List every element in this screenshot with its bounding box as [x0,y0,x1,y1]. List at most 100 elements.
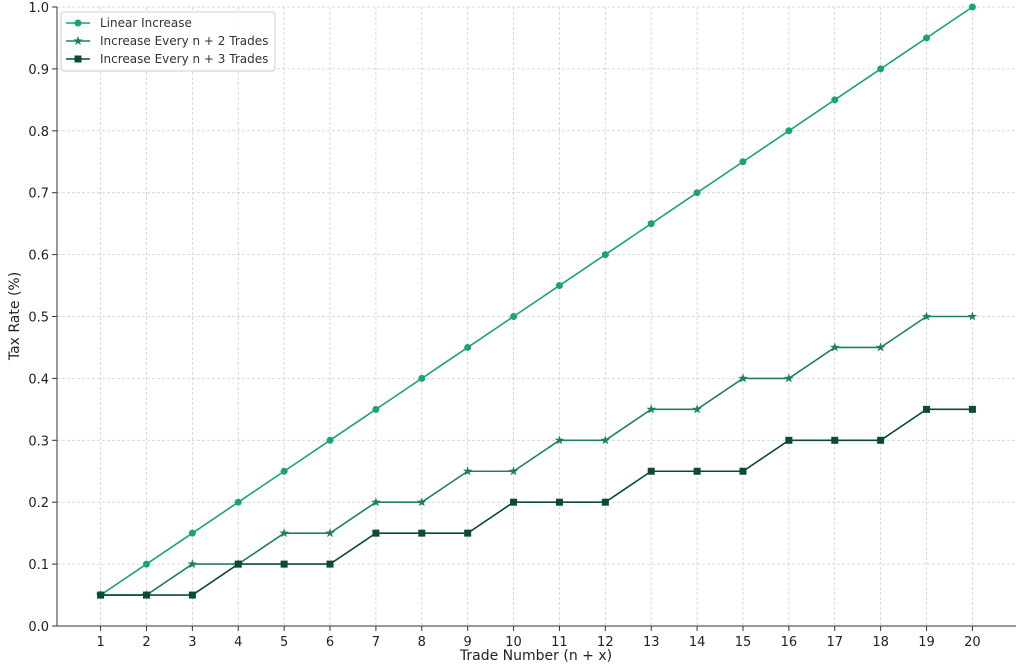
data-point [692,404,702,414]
data-point [693,189,701,197]
y-tick-label: 0.4 [28,372,49,387]
x-tick-label: 15 [735,635,752,650]
data-point [785,436,793,444]
data-point [555,282,563,290]
x-tick-label: 4 [234,635,242,650]
data-point [280,560,288,568]
data-point [647,220,655,228]
legend-label: Increase Every n + 3 Trades [100,52,268,66]
data-point [831,96,839,104]
legend-box [60,11,276,72]
x-tick-label: 1 [96,635,104,650]
data-point [510,313,518,320]
legend: Linear Increase Increase Every n + 2 Trad… [60,11,276,72]
data-point [464,529,472,537]
data-point [462,466,473,476]
data-point [325,528,335,538]
data-point [418,374,426,382]
y-tick-label: 0.1 [28,558,49,573]
data-point [234,560,242,568]
data-point [877,65,885,73]
data-point [739,467,747,475]
axes: 1 2 3 4 5 6 7 8 9 10 11 12 13 14 15 16 17 18 19 200.00.10.2… [28,1,1016,650]
data-point [875,342,886,352]
y-tick-label: 0.9 [28,63,49,78]
y-tick-label: 0.3 [28,434,49,449]
x-tick-label: 20 [964,635,981,650]
y-tick-label: 0.0 [28,620,49,635]
series-group [95,3,978,600]
x-tick-label: 19 [918,635,935,650]
data-point [554,435,565,445]
data-point [510,498,518,506]
series-line [100,408,973,596]
x-tick-label: 6 [326,635,334,650]
y-tick-label: 0.2 [28,496,49,511]
data-point [738,373,748,383]
data-point [830,342,840,352]
data-point [188,591,196,599]
x-tick-label: 9 [464,635,472,650]
x-tick-label: 13 [643,635,660,650]
series-line [100,315,973,596]
y-tick-label: 0.7 [28,187,49,202]
data-point [464,343,472,351]
data-point [508,466,519,476]
data-point [647,467,655,475]
series-2 [95,311,978,600]
data-point [280,467,288,475]
data-point [693,467,701,475]
x-tick-label: 14 [689,635,706,650]
data-point [646,404,656,414]
x-tick-label: 11 [551,635,568,650]
data-point [923,34,931,42]
legend-label: Increase Every n + 2 Trades [100,34,268,48]
data-point [968,405,976,413]
x-tick-label: 3 [188,635,196,650]
y-axis-label: Tax Rate (%) [7,272,23,361]
x-tick-label: 5 [280,635,288,650]
y-tick-label: 0.5 [28,311,49,326]
x-tick-label: 10 [505,635,522,650]
data-point [326,436,334,444]
y-tick-label: 0.6 [28,249,49,264]
data-point [142,560,150,568]
y-tick-label: 1.0 [28,1,49,16]
legend-marker [74,19,82,27]
data-point [739,158,747,166]
data-point [785,127,793,135]
x-tick-label: 18 [872,635,889,650]
data-point [372,405,380,413]
data-point [372,529,380,537]
data-point [142,591,150,599]
legend-marker [73,36,83,45]
x-tick-label: 16 [781,635,798,650]
data-point [279,528,289,538]
x-tick-label: 8 [418,635,426,650]
grid [57,6,1016,627]
x-tick-label: 12 [597,635,614,650]
series-3 [97,405,976,599]
data-point [188,529,196,537]
data-point [418,529,426,537]
data-point [831,436,839,444]
data-point [417,497,427,507]
data-point [600,435,611,445]
legend-marker [74,55,82,63]
x-axis-label: Trade Number (n + x) [459,648,612,664]
data-point [967,311,978,321]
data-point [968,3,976,11]
data-point [234,498,242,506]
series-line [100,6,973,596]
data-point [371,497,381,507]
y-tick-label: 0.8 [28,125,49,140]
data-point [601,251,609,259]
data-point [187,559,198,569]
data-point [601,498,609,506]
data-point [923,405,931,413]
x-tick-label: 2 [142,635,150,650]
legend-label: Linear Increase [100,16,192,30]
data-point [97,591,105,599]
x-tick-label: 7 [372,635,380,650]
